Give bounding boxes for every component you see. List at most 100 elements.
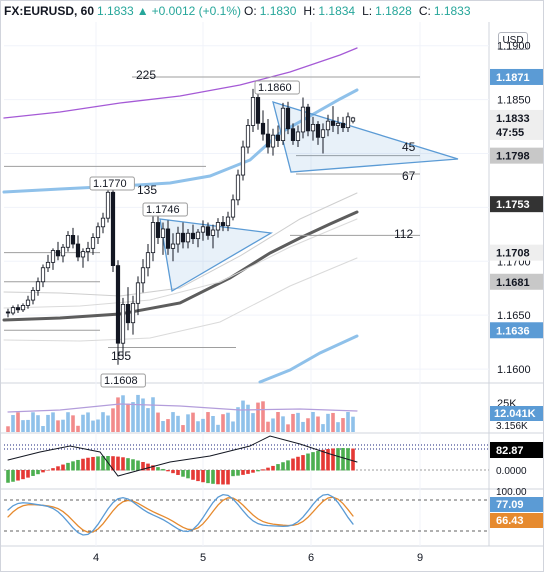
volume-bar	[246, 404, 250, 432]
stoch-d-badge	[490, 513, 543, 528]
macd-bar	[56, 466, 60, 471]
candle-body	[220, 222, 226, 227]
macd-bar	[336, 448, 340, 471]
macd-bar	[321, 449, 325, 471]
close-value: 1.1833	[433, 4, 471, 18]
candle-body	[85, 247, 91, 252]
volume-bar	[21, 420, 25, 432]
volume-bar	[311, 411, 315, 432]
candle-body	[335, 122, 341, 126]
volume-bar	[226, 412, 230, 432]
macd-bar	[116, 456, 120, 471]
time-axis-tick: 4	[93, 552, 99, 564]
price-badge	[490, 147, 543, 164]
low-label: L:	[362, 4, 373, 18]
candle-body	[120, 303, 126, 344]
stoch-d-badge-label: 66.43	[496, 515, 524, 527]
volume-bar	[171, 412, 175, 432]
currency-button[interactable]: USD	[498, 32, 528, 50]
candle-body	[60, 246, 66, 257]
candle-body	[210, 229, 216, 236]
candle-body	[105, 191, 111, 219]
candle-body	[180, 232, 186, 243]
volume-bar	[351, 416, 355, 432]
candle-body	[155, 222, 161, 238]
candle-body	[25, 299, 31, 306]
candle-body	[75, 243, 81, 258]
candle-body	[265, 133, 271, 148]
macd-bar	[26, 470, 30, 478]
high-label: H:	[303, 4, 316, 18]
macd-bar	[201, 470, 205, 483]
candle-body	[170, 243, 176, 249]
ma-grey-line-3	[3, 257, 358, 342]
volume-badge-label: 12.041K	[494, 408, 536, 420]
price-axis-tick: 1.1650	[497, 310, 531, 322]
candle-body	[290, 128, 296, 141]
annotation-225: 225	[136, 68, 156, 82]
volume-bar	[291, 413, 295, 432]
volume-bar	[46, 414, 50, 432]
volume-bar	[156, 412, 160, 432]
symbol-label[interactable]: FX:EURUSD, 60	[4, 4, 95, 18]
price-badge	[490, 244, 543, 261]
volume-bar	[151, 397, 155, 432]
macd-bar	[96, 456, 100, 471]
up-triangle-icon: ▲	[136, 4, 149, 18]
candle-body	[195, 231, 201, 240]
volume-bar	[106, 415, 110, 432]
volume-ma-line	[7, 403, 358, 413]
annotation-155: 155	[111, 349, 131, 363]
volume-bar	[336, 422, 340, 432]
candle-body	[190, 232, 196, 240]
volume-bar	[201, 418, 205, 432]
candle-body	[255, 97, 261, 124]
macd-bar	[341, 448, 345, 471]
macd-bar	[281, 462, 285, 471]
time-axis-tick: 6	[308, 552, 314, 564]
volume-bar	[321, 424, 325, 432]
macd-bar	[241, 470, 245, 475]
price-badge	[490, 109, 543, 126]
candle-body	[235, 174, 241, 201]
candle-body	[115, 265, 121, 344]
macd-bar	[176, 470, 180, 475]
price-badge	[490, 196, 543, 213]
volume-bar	[196, 421, 200, 432]
macd-bar	[131, 459, 135, 471]
candle-body	[285, 107, 291, 130]
volume-bar	[51, 412, 55, 432]
candle-body	[230, 199, 236, 218]
annotation-high-1770-box	[89, 176, 135, 191]
candle-body	[95, 226, 101, 238]
candle-body	[295, 131, 301, 141]
volume-bar	[221, 414, 225, 432]
stoch-d-line	[7, 496, 354, 533]
volume-bar	[206, 412, 210, 432]
volume-bar	[76, 425, 80, 432]
macd-bar	[161, 468, 165, 471]
candle-body	[125, 303, 131, 324]
macd-bar	[276, 464, 280, 471]
macd-bar	[81, 458, 85, 471]
annotation-67: 67	[402, 169, 416, 183]
candle-body	[240, 146, 246, 176]
close-label: C:	[418, 4, 431, 18]
candle-body	[80, 251, 86, 258]
candle-body	[275, 134, 281, 141]
price-axis-tick: 1.1600	[497, 364, 531, 376]
volume-bar	[276, 411, 280, 432]
volume-badge-2-label: 3.156K	[496, 421, 528, 432]
macd-bar	[316, 450, 320, 471]
candle-body	[200, 226, 206, 233]
macd-bar	[171, 470, 175, 474]
stoch-k-badge-label: 77.09	[496, 499, 524, 511]
macd-bar	[111, 456, 115, 471]
chart-header: FX:EURUSD, 60 1.1833 ▲ +0.0012 (+0.1%) O…	[4, 2, 475, 20]
candle-body	[350, 117, 356, 122]
time-axis-tick: 5	[200, 552, 206, 564]
macd-bar	[51, 468, 55, 471]
macd-badge	[490, 442, 543, 458]
candle-body	[320, 129, 326, 138]
